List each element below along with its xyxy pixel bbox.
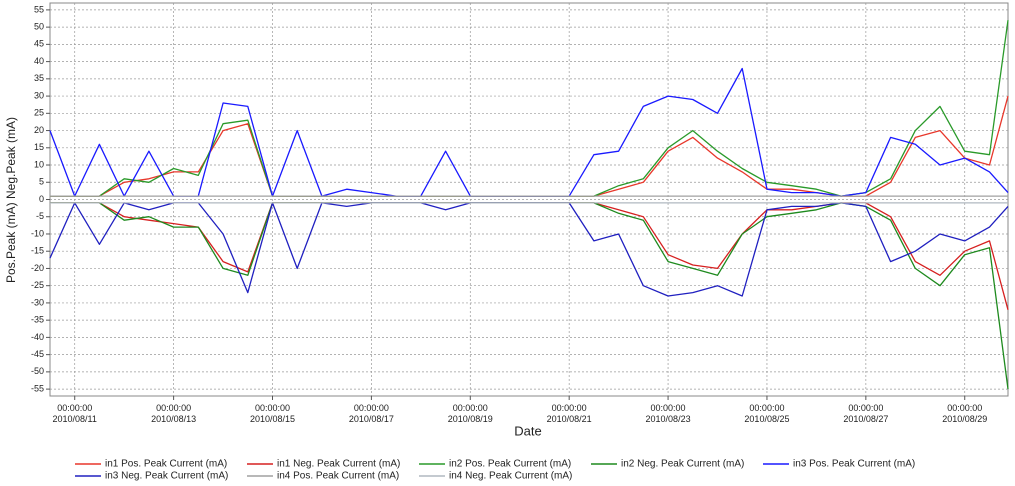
- legend-label: in4 Pos. Peak Current (mA): [277, 471, 399, 482]
- y-axis-label: Pos.Peak (mA) Neg.Peak (mA): [4, 117, 18, 283]
- legend-label: in1 Pos. Peak Current (mA): [105, 459, 227, 470]
- y-tick-label: 10: [34, 159, 44, 169]
- legend-item: in3 Neg. Peak Current (mA): [75, 471, 228, 482]
- legend-label: in3 Pos. Peak Current (mA): [793, 459, 915, 470]
- x-axis-label: Date: [514, 423, 541, 438]
- legend-label: in3 Neg. Peak Current (mA): [105, 471, 228, 482]
- x-tick-label: 00:00:00 2010/08/11: [53, 403, 97, 424]
- x-tick-label-line: 00:00:00: [651, 403, 686, 413]
- y-tick-label: 45: [34, 39, 44, 49]
- legend-item: in1 Pos. Peak Current (mA): [75, 459, 227, 470]
- x-tick-label-line: 2010/08/13: [151, 414, 196, 424]
- legend-item: in3 Pos. Peak Current (mA): [763, 459, 915, 470]
- x-tick-label: 00:00:00 2010/08/29: [942, 403, 987, 424]
- legend-label: in2 Neg. Peak Current (mA): [621, 459, 744, 470]
- y-tick-label: -15: [31, 246, 44, 256]
- x-tick-label-line: 00:00:00: [354, 403, 389, 413]
- y-tick-label: 20: [34, 125, 44, 135]
- x-tick-label-line: 2010/08/29: [942, 414, 987, 424]
- y-tick-label: -5: [36, 211, 44, 221]
- y-tick-label: -35: [31, 315, 44, 325]
- legend-item: in2 Pos. Peak Current (mA): [419, 459, 571, 470]
- x-tick-label-line: 00:00:00: [848, 403, 883, 413]
- legend-item: in1 Neg. Peak Current (mA): [247, 459, 400, 470]
- y-tick-label: 40: [34, 56, 44, 66]
- x-tick-label: 00:00:00 2010/08/15: [250, 403, 295, 424]
- x-tick-label-line: 00:00:00: [156, 403, 191, 413]
- x-tick-label-line: 2010/08/19: [448, 414, 493, 424]
- legend-item: in4 Pos. Peak Current (mA): [247, 471, 399, 482]
- x-tick-label: 00:00:00 2010/08/25: [744, 403, 789, 424]
- x-tick-label-line: 00:00:00: [947, 403, 982, 413]
- y-tick-label: -55: [31, 383, 44, 393]
- y-tick-label: 25: [34, 108, 44, 118]
- x-tick-label-line: 2010/08/17: [349, 414, 394, 424]
- x-tick-label-line: 00:00:00: [749, 403, 784, 413]
- legend-item: in4 Neg. Peak Current (mA): [419, 471, 572, 482]
- legend-label: in4 Neg. Peak Current (mA): [449, 471, 572, 482]
- y-tick-label: 30: [34, 90, 44, 100]
- x-tick-label: 00:00:00 2010/08/19: [448, 403, 493, 424]
- x-tick-label: 00:00:00 2010/08/17: [349, 403, 394, 424]
- plot-area: [49, 2, 1009, 397]
- x-tick-label-line: 2010/08/15: [250, 414, 295, 424]
- x-tick-label: 00:00:00 2010/08/27: [843, 403, 888, 424]
- legend-item: in2 Neg. Peak Current (mA): [591, 459, 744, 470]
- y-tick-label: 0: [39, 194, 44, 204]
- y-tick-label: -20: [31, 263, 44, 273]
- x-tick-label: 00:00:00 2010/08/13: [151, 403, 196, 424]
- x-tick-label-line: 2010/08/21: [547, 414, 592, 424]
- x-tick-label-line: 00:00:00: [57, 403, 92, 413]
- y-tick-label: 35: [34, 73, 44, 83]
- y-tick-label: -40: [31, 332, 44, 342]
- x-tick-label-line: 00:00:00: [552, 403, 587, 413]
- y-tick-label: -10: [31, 228, 44, 238]
- y-tick-label: -45: [31, 349, 44, 359]
- x-tick-label: 00:00:00 2010/08/21: [547, 403, 592, 424]
- y-tick-label: -30: [31, 297, 44, 307]
- legend-label: in2 Pos. Peak Current (mA): [449, 459, 571, 470]
- x-tick-label-line: 2010/08/11: [53, 414, 97, 424]
- y-tick-label: -25: [31, 280, 44, 290]
- y-tick-label: 50: [34, 22, 44, 32]
- x-tick-label: 00:00:00 2010/08/23: [646, 403, 691, 424]
- legend-label: in1 Neg. Peak Current (mA): [277, 459, 400, 470]
- x-tick-label-line: 2010/08/27: [843, 414, 888, 424]
- y-tick-label: -50: [31, 366, 44, 376]
- x-tick-label-line: 2010/08/25: [744, 414, 789, 424]
- x-tick-label-line: 2010/08/23: [646, 414, 691, 424]
- y-tick-label: 55: [34, 4, 44, 14]
- x-tick-label-line: 00:00:00: [453, 403, 488, 413]
- y-tick-label: 15: [34, 142, 44, 152]
- y-tick-label: 5: [39, 177, 44, 187]
- x-tick-label-line: 00:00:00: [255, 403, 290, 413]
